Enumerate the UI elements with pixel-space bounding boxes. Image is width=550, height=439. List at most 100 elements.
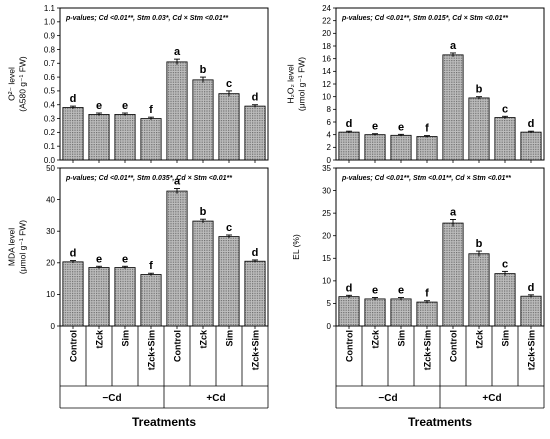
group-label: +Cd [206, 393, 225, 404]
bar [364, 134, 386, 161]
significance-letter: d [528, 118, 535, 130]
bar [390, 134, 412, 161]
significance-letter: a [450, 206, 457, 218]
y-tick-label: 20 [322, 29, 331, 38]
y-tick-label: 0.2 [44, 128, 56, 137]
x-category-label: Sim [397, 330, 407, 347]
significance-letter: d [346, 282, 353, 294]
chart-panel-bottom-right: 0 5 10 15 20 25 30 35 EL (%) p-values; Cd <0.01**… [291, 164, 545, 429]
significance-letter: e [398, 285, 404, 297]
significance-letter: d [70, 248, 77, 260]
x-category-label: tZck+Sim [527, 330, 537, 370]
p-values-annotation: p-values; Cd <0.01**, Stm 0.015*, Cd × S… [341, 15, 508, 22]
x-axis-title: Treatments [408, 415, 472, 429]
y-tick-label: 12 [322, 80, 331, 89]
y-axis-label: (A580 g⁻¹ FW) [18, 56, 28, 112]
x-category-label: Sim [501, 330, 511, 347]
significance-letter: b [200, 64, 207, 76]
x-category-label: tZck [475, 329, 485, 349]
significance-letter: d [252, 92, 259, 104]
y-tick-label: 1.1 [44, 4, 56, 13]
y-tick-label: 0.8 [44, 45, 56, 54]
significance-letter: e [122, 100, 128, 112]
y-tick-label: 2 [327, 143, 332, 152]
significance-letter: d [252, 247, 259, 259]
significance-letter: a [450, 40, 457, 52]
y-tick-label: 10 [322, 277, 331, 286]
bar [390, 298, 412, 327]
y-tick-label: 20 [46, 259, 55, 268]
bar [494, 117, 516, 161]
y-tick-label: 24 [322, 4, 331, 13]
y-axis-label: O²⁻ level [7, 67, 17, 101]
bar [114, 114, 136, 161]
bar [244, 105, 266, 161]
y-tick-label: 5 [327, 299, 332, 308]
bar [166, 190, 188, 327]
x-category-label: tZck+Sim [251, 330, 261, 370]
plot-frame [59, 7, 269, 161]
y-axis-label: (μmol g⁻¹ FW) [297, 57, 307, 111]
y-tick-label: 0 [327, 156, 332, 165]
y-tick-label: 0.1 [44, 142, 56, 151]
y-tick-label: 25 [322, 209, 331, 218]
significance-letter: b [476, 84, 483, 96]
significance-letter: f [425, 123, 429, 135]
significance-letter: c [226, 222, 232, 234]
group-label: −Cd [378, 393, 397, 404]
bar [468, 97, 490, 161]
bar [88, 267, 110, 327]
y-tick-label: 20 [322, 232, 331, 241]
bar [416, 136, 438, 161]
y-tick-label: 4 [327, 130, 332, 139]
bar [494, 273, 516, 327]
significance-letter: b [476, 238, 483, 250]
bar [364, 298, 386, 327]
bar [416, 301, 438, 327]
bar [468, 253, 490, 327]
y-tick-label: 6 [327, 118, 332, 127]
bar [166, 61, 188, 161]
y-tick-label: 30 [322, 186, 331, 195]
bar [442, 54, 464, 161]
y-tick-label: 40 [46, 195, 55, 204]
y-tick-label: 0.7 [44, 59, 56, 68]
y-axis-label: (μmol g⁻¹ FW) [18, 220, 28, 274]
y-tick-label: 50 [46, 164, 55, 173]
significance-letter: c [502, 258, 508, 270]
x-category-label: tZck [371, 329, 381, 349]
bar [62, 261, 84, 327]
y-tick-label: 0.9 [44, 31, 56, 40]
y-tick-label: 1.0 [44, 18, 56, 27]
y-tick-label: 18 [322, 42, 331, 51]
chart-panel-top-left: 0.0 0.1 0.2 0.3 0.4 0.5 0.6 0.7 0.8 0.9 1.0 1.1 O²⁻ … [7, 4, 269, 165]
bar [192, 79, 214, 161]
significance-letter: f [149, 260, 153, 272]
x-category-label: Sim [121, 330, 131, 347]
bar [62, 107, 84, 161]
bar [338, 296, 360, 327]
group-label: −Cd [102, 393, 121, 404]
y-tick-label: 0.0 [44, 156, 56, 165]
significance-letter: a [174, 176, 181, 188]
significance-letter: e [372, 121, 378, 133]
x-category-label: tZck [95, 329, 105, 349]
x-category-label: Control [69, 330, 79, 362]
bar [218, 93, 240, 161]
x-category-label: Control [173, 330, 183, 362]
p-values-annotation: p-values; Cd <0.01**, Stm 0.03*, Cd × St… [65, 15, 228, 22]
significance-letter: c [502, 103, 508, 115]
y-tick-label: 8 [327, 105, 332, 114]
y-tick-label: 0.5 [44, 87, 56, 96]
significance-letter: e [398, 121, 404, 133]
significance-letter: c [226, 78, 232, 90]
x-category-label: Control [449, 330, 459, 362]
bar [244, 260, 266, 327]
significance-letter: e [96, 100, 102, 112]
y-tick-label: 0 [327, 322, 332, 331]
bar [140, 274, 162, 327]
significance-letter: e [372, 285, 378, 297]
chart-panel-bottom-left: 0 10 20 30 40 50 MDA level (μmol g⁻¹ FW) p-value… [7, 164, 269, 429]
